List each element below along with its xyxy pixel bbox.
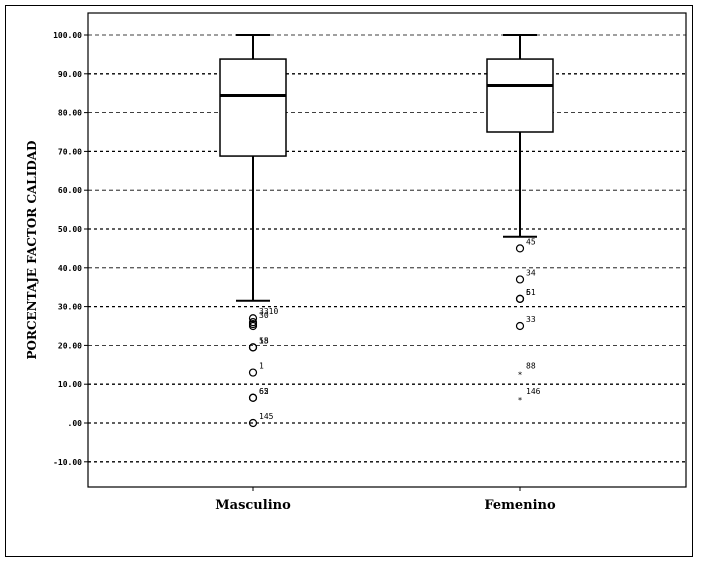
outlier-label: 15 xyxy=(259,336,269,345)
y-tick-label: 50.00 xyxy=(58,225,82,234)
outlier-label: 3310 xyxy=(259,307,278,316)
outlier-label: 45 xyxy=(526,237,536,246)
outlier-marker xyxy=(515,275,525,284)
outlier-label: 6 xyxy=(526,288,531,297)
y-tick-label: -10.00 xyxy=(53,458,82,467)
outlier-label: 88 xyxy=(526,362,536,371)
outlier-label: 33 xyxy=(526,315,536,324)
y-tick-label: 100.00 xyxy=(53,31,82,40)
x-category-label: Masculino xyxy=(215,498,291,513)
y-tick-label: 80.00 xyxy=(58,109,82,118)
iqr-box xyxy=(219,58,287,157)
y-tick-label: .00 xyxy=(68,419,83,428)
outlier-marker xyxy=(248,393,258,402)
outlier-marker xyxy=(248,319,258,329)
iqr-box xyxy=(486,58,554,133)
plot-area xyxy=(87,12,687,488)
outlier-marker xyxy=(248,418,258,428)
outlier-marker xyxy=(515,294,525,303)
outlier-marker xyxy=(515,321,525,331)
outlier-marker xyxy=(248,314,258,323)
outlier-label: 34 xyxy=(526,268,536,277)
outlier-label: 145 xyxy=(259,412,274,421)
y-tick-label: 70.00 xyxy=(58,147,82,156)
y-tick-label: 60.00 xyxy=(58,186,82,195)
outlier-marker xyxy=(248,343,258,352)
outlier-label: 65 xyxy=(259,387,269,396)
outlier-label: 51 xyxy=(526,288,536,297)
y-tick-label: 90.00 xyxy=(58,70,82,79)
outlier-marker xyxy=(515,244,525,253)
y-tick-label: 20.00 xyxy=(58,341,82,350)
extreme-outlier-marker: * xyxy=(518,371,523,380)
x-category-label: Femenino xyxy=(484,498,556,513)
y-tick-label: 10.00 xyxy=(58,380,82,389)
outlier-label: 146 xyxy=(526,387,541,396)
extreme-outlier-marker: * xyxy=(518,396,523,405)
outlier-label: 62 xyxy=(259,387,269,396)
outlier-label: 30 xyxy=(259,311,269,320)
y-tick-label: 40.00 xyxy=(58,264,82,273)
outlier-label: 58 xyxy=(259,336,269,345)
y-axis-label: PORCENTAJE FACTOR CALIDAD xyxy=(25,141,39,360)
y-tick-label: 30.00 xyxy=(58,303,82,312)
outlier-label: 1 xyxy=(259,362,264,371)
outlier-marker xyxy=(248,368,258,377)
